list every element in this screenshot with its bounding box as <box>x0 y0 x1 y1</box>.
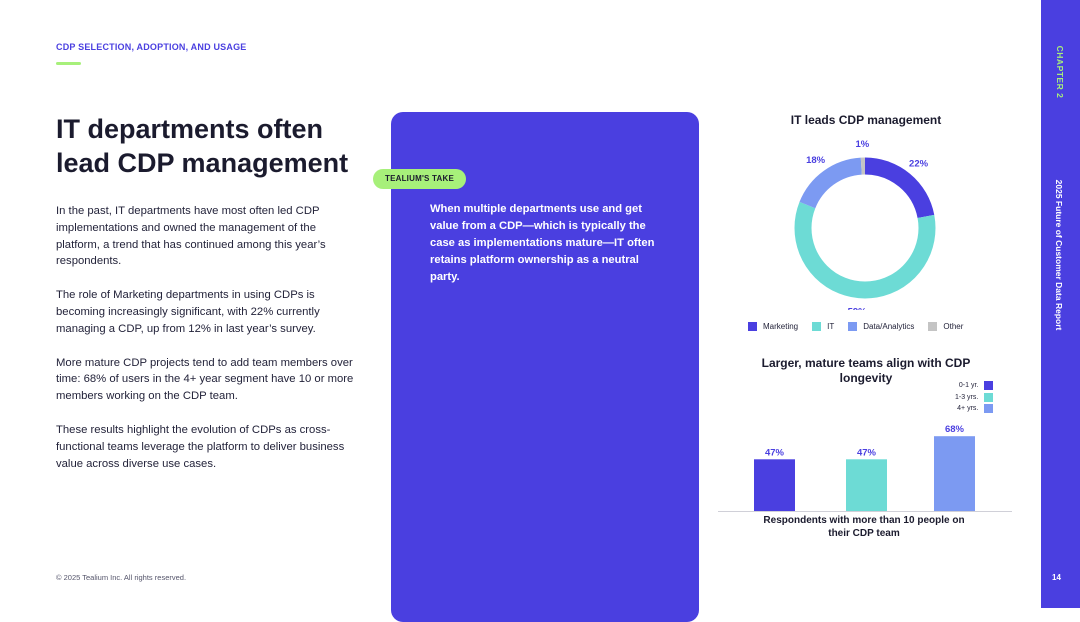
section-label: CDP SELECTION, ADOPTION, AND USAGE <box>56 42 247 52</box>
bar-0-1-yr- <box>754 459 795 511</box>
donut-data-label: 59% <box>848 307 868 310</box>
legend-label: Marketing <box>763 322 799 331</box>
tealium-take-card <box>391 112 699 622</box>
legend-swatch <box>928 322 938 331</box>
legend-swatch <box>812 322 822 331</box>
donut-chart: 22% 59% 18% 1% <box>794 140 936 310</box>
bar-data-label: 47% <box>857 447 877 458</box>
bar-legend: 0-1 yr. 1-3 yrs. 4+ yrs. <box>955 380 994 415</box>
legend-swatch <box>984 404 994 414</box>
donut-slice-other <box>794 157 936 299</box>
bar-legend-item: 0-1 yr. <box>955 380 994 392</box>
bar-1-3-yrs- <box>846 459 887 511</box>
donut-legend: Marketing IT Data/Analytics Other <box>748 322 963 331</box>
legend-swatch <box>984 392 994 402</box>
donut-slice-it <box>794 157 936 299</box>
legend-swatch <box>848 322 858 331</box>
donut-legend-item: Marketing <box>748 322 798 331</box>
page-number: 14 <box>1052 573 1061 582</box>
donut-data-label: 18% <box>806 155 826 166</box>
legend-swatch <box>984 381 994 391</box>
footer-copyright: © 2025 Tealium Inc. All rights reserved. <box>56 573 187 582</box>
legend-label: 4+ yrs. <box>957 405 979 413</box>
body-paragraph: The role of Marketing departments in usi… <box>56 289 320 335</box>
legend-label: 0-1 yr. <box>958 382 979 390</box>
bar-legend-item: 4+ yrs. <box>955 403 994 415</box>
legend-label: 1-3 yrs. <box>955 393 979 401</box>
section-underline <box>56 62 81 65</box>
body-paragraph: More mature CDP projects tend to add tea… <box>56 356 354 403</box>
bar-chart-title: Larger, mature teams align with CDP long… <box>760 356 972 386</box>
donut-chart-title: IT leads CDP management <box>790 113 942 127</box>
donut-data-label: 1% <box>855 140 869 150</box>
chapter-label: CHAPTER 2 <box>1055 45 1065 99</box>
body-paragraph: These results highlight the evolution of… <box>56 423 345 470</box>
legend-swatch <box>748 322 757 331</box>
donut-legend-item: Data/Analytics <box>848 322 914 331</box>
body-paragraph: In the past, IT departments have most of… <box>56 205 326 268</box>
tealium-take-text: When multiple departments use and get va… <box>430 203 655 283</box>
bar-chart-xlabel: Respondents with more than 10 people on … <box>763 515 965 539</box>
page-headline: IT departments often lead CDP management <box>56 114 349 178</box>
bar-legend-item: 1-3 yrs. <box>955 392 994 404</box>
bar-data-label: 47% <box>765 447 785 458</box>
donut-legend-item: IT <box>812 322 834 331</box>
bar-chart: 47% 47% 68% <box>718 424 1012 512</box>
legend-label: IT <box>827 322 835 331</box>
donut-data-label: 22% <box>909 158 929 169</box>
chapter-sidebar <box>1041 0 1080 608</box>
body-copy: In the past, IT departments have most of… <box>56 203 361 489</box>
tealium-take-badge: TEALIUM'S TAKE <box>373 169 466 189</box>
bar-4-yrs- <box>934 436 975 511</box>
legend-label: Other <box>943 322 964 331</box>
report-title: 2025 Future of Customer Data Report <box>1054 179 1064 331</box>
donut-legend-item: Other <box>928 322 963 331</box>
legend-label: Data/Analytics <box>863 322 915 331</box>
bar-data-label: 68% <box>945 424 965 435</box>
bar-chart-title-text: Larger, mature teams align with CDP long… <box>761 356 971 385</box>
